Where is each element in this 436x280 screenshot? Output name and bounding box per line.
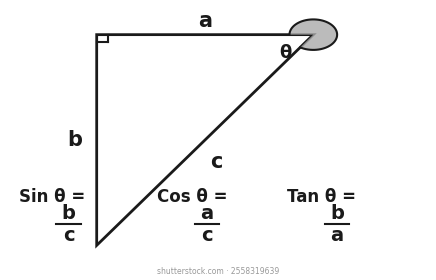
Text: c: c bbox=[201, 226, 213, 245]
Text: c: c bbox=[63, 226, 75, 245]
Text: Sin θ =: Sin θ = bbox=[19, 188, 91, 206]
Text: b: b bbox=[68, 130, 82, 150]
Polygon shape bbox=[290, 19, 337, 50]
Polygon shape bbox=[97, 35, 313, 245]
Text: a: a bbox=[198, 11, 212, 31]
Text: a: a bbox=[201, 204, 214, 223]
Text: θ: θ bbox=[279, 44, 291, 62]
Text: c: c bbox=[210, 152, 222, 172]
Text: Tan θ =: Tan θ = bbox=[287, 188, 362, 206]
Text: Cos θ =: Cos θ = bbox=[157, 188, 234, 206]
Text: shutterstock.com · 2558319639: shutterstock.com · 2558319639 bbox=[157, 267, 279, 276]
Text: b: b bbox=[330, 204, 344, 223]
Text: b: b bbox=[61, 204, 75, 223]
Text: a: a bbox=[330, 226, 344, 245]
